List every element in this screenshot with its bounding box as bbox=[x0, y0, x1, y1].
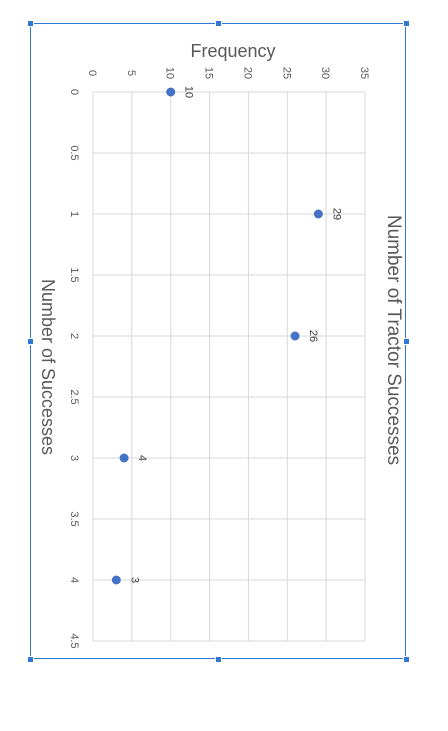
x-tick-label: 4 bbox=[68, 577, 80, 583]
data-label: 29 bbox=[330, 208, 342, 220]
data-label: 10 bbox=[183, 86, 195, 98]
data-point[interactable] bbox=[119, 453, 129, 463]
y-axis-title: Frequency bbox=[190, 41, 275, 61]
x-tick-label: 2.5 bbox=[68, 389, 80, 404]
y-tick-label: 5 bbox=[125, 70, 137, 76]
resize-handle-top-left[interactable] bbox=[27, 20, 34, 27]
gridlines bbox=[92, 91, 366, 642]
y-tick-label: 15 bbox=[203, 67, 215, 79]
resize-handle-middle-right[interactable] bbox=[403, 338, 410, 345]
data-label: 26 bbox=[307, 330, 319, 342]
resize-handle-bottom-right[interactable] bbox=[403, 656, 410, 663]
resize-handle-top-right[interactable] bbox=[403, 20, 410, 27]
x-tick-label: 4.5 bbox=[68, 633, 80, 648]
y-tick-label: 25 bbox=[280, 67, 292, 79]
x-axis-title: Number of Successes bbox=[38, 279, 58, 455]
resize-handle-middle-left[interactable] bbox=[27, 338, 34, 345]
x-tick-label: 1 bbox=[68, 211, 80, 217]
y-tick-label: 30 bbox=[319, 67, 331, 79]
y-tick-label: 0 bbox=[86, 70, 98, 76]
y-tick-label: 20 bbox=[241, 67, 253, 79]
data-point[interactable] bbox=[290, 331, 300, 341]
resize-handle-top-center[interactable] bbox=[215, 20, 222, 27]
data-points bbox=[111, 87, 323, 585]
data-point[interactable] bbox=[166, 87, 176, 97]
x-tick-label: 3.5 bbox=[68, 511, 80, 526]
data-point[interactable] bbox=[111, 575, 121, 585]
x-tick-label: 1.5 bbox=[68, 267, 80, 282]
x-axis-tick-labels: 0 0.5 1 1.5 2 2.5 3 3.5 4 4.5 bbox=[68, 89, 80, 649]
y-axis-tick-labels: 0 5 10 15 20 25 30 35 bbox=[86, 67, 370, 79]
data-label: 3 bbox=[128, 577, 140, 583]
data-label: 4 bbox=[136, 455, 148, 461]
data-labels: 10 29 26 4 3 bbox=[128, 86, 342, 583]
x-tick-label: 3 bbox=[68, 455, 80, 461]
resize-handle-bottom-left[interactable] bbox=[27, 656, 34, 663]
chart-title: Number of Tractor Successes bbox=[383, 215, 404, 465]
x-tick-label: 2 bbox=[68, 333, 80, 339]
y-tick-label: 35 bbox=[358, 67, 370, 79]
x-tick-label: 0.5 bbox=[68, 145, 80, 160]
y-tick-label: 10 bbox=[164, 67, 176, 79]
data-point[interactable] bbox=[313, 209, 323, 219]
resize-handle-bottom-center[interactable] bbox=[215, 656, 222, 663]
x-tick-label: 0 bbox=[68, 89, 80, 95]
